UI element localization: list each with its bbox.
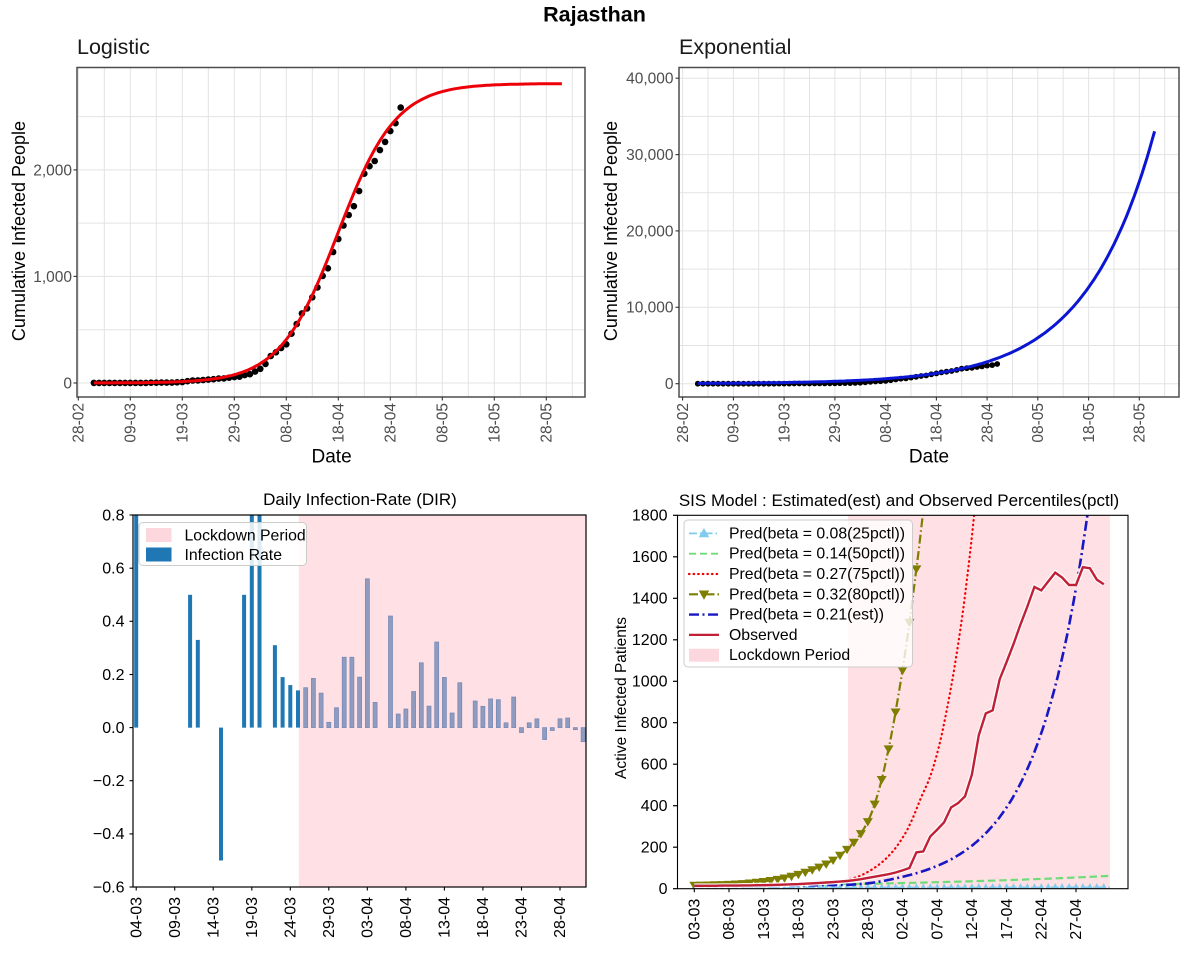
svg-text:−0.6: −0.6 (93, 879, 125, 896)
svg-text:19-03: 19-03 (776, 403, 793, 443)
svg-text:Pred(beta = 0.08(25pctl)): Pred(beta = 0.08(25pctl)) (729, 525, 905, 542)
svg-text:20,000: 20,000 (626, 223, 674, 240)
svg-text:09-03: 09-03 (123, 403, 140, 443)
svg-text:Date: Date (909, 447, 949, 468)
svg-text:07-04: 07-04 (929, 899, 946, 940)
svg-text:13-03: 13-03 (756, 899, 773, 940)
svg-text:23-03: 23-03 (825, 899, 842, 940)
svg-text:0: 0 (659, 881, 668, 898)
svg-text:18-04: 18-04 (475, 897, 492, 938)
svg-text:03-03: 03-03 (687, 899, 704, 940)
svg-text:40,000: 40,000 (626, 71, 674, 88)
svg-text:29-03: 29-03 (321, 897, 338, 938)
svg-text:0.8: 0.8 (102, 507, 124, 524)
svg-text:08-03: 08-03 (721, 899, 738, 940)
svg-text:Daily Infection-Rate (DIR): Daily Infection-Rate (DIR) (263, 490, 457, 509)
svg-text:18-05: 18-05 (1081, 403, 1098, 443)
svg-text:Pred(beta = 0.21(est)): Pred(beta = 0.21(est)) (729, 607, 884, 624)
svg-text:1800: 1800 (632, 508, 668, 525)
svg-text:02-04: 02-04 (895, 899, 912, 940)
svg-text:17-04: 17-04 (999, 899, 1016, 940)
svg-text:Date: Date (312, 447, 352, 468)
svg-text:19-03: 19-03 (175, 403, 192, 443)
svg-text:18-03: 18-03 (791, 899, 808, 940)
svg-text:400: 400 (641, 798, 668, 815)
svg-text:09-03: 09-03 (167, 897, 184, 938)
svg-text:Active Infected Patients: Active Infected Patients (613, 617, 630, 779)
svg-text:Pred(beta = 0.27(75pctl)): Pred(beta = 0.27(75pctl)) (729, 566, 905, 583)
svg-text:Lockdown Period: Lockdown Period (729, 647, 850, 664)
svg-text:08-05: 08-05 (435, 403, 452, 443)
svg-text:22-04: 22-04 (1034, 899, 1051, 940)
svg-text:1600: 1600 (632, 549, 668, 566)
svg-text:Infection Rate: Infection Rate (185, 547, 283, 564)
svg-text:600: 600 (641, 757, 668, 774)
svg-text:19-03: 19-03 (244, 897, 261, 938)
svg-text:−0.2: −0.2 (93, 773, 125, 790)
svg-text:Exponential: Exponential (679, 35, 791, 59)
svg-text:0.4: 0.4 (102, 614, 124, 631)
svg-text:18-04: 18-04 (331, 403, 348, 443)
svg-text:08-04: 08-04 (398, 897, 415, 938)
svg-text:28-02: 28-02 (71, 403, 88, 443)
svg-text:08-04: 08-04 (279, 403, 296, 443)
svg-text:200: 200 (641, 840, 668, 857)
svg-text:SIS Model : Estimated(est) and: SIS Model : Estimated(est) and Observed … (679, 491, 1119, 510)
svg-text:10,000: 10,000 (626, 300, 674, 317)
svg-text:Cumulative Infected People: Cumulative Infected People (601, 121, 621, 341)
svg-text:29-03: 29-03 (827, 403, 844, 443)
svg-text:Rajasthan: Rajasthan (543, 3, 646, 27)
svg-text:12-04: 12-04 (964, 899, 981, 940)
svg-text:08-04: 08-04 (878, 403, 895, 443)
svg-text:−0.4: −0.4 (93, 826, 125, 843)
svg-text:Pred(beta = 0.32(80pctl)): Pred(beta = 0.32(80pctl)) (729, 586, 905, 603)
svg-text:Observed: Observed (729, 627, 798, 644)
svg-text:03-04: 03-04 (360, 897, 377, 938)
svg-text:1400: 1400 (632, 591, 668, 608)
svg-text:27-04: 27-04 (1068, 899, 1085, 940)
svg-text:14-03: 14-03 (205, 897, 222, 938)
svg-text:0.0: 0.0 (102, 720, 124, 737)
svg-text:Pred(beta = 0.14(50pctl)): Pred(beta = 0.14(50pctl)) (729, 546, 905, 563)
svg-text:0.2: 0.2 (102, 667, 124, 684)
svg-text:28-05: 28-05 (539, 403, 556, 443)
svg-text:28-03: 28-03 (860, 899, 877, 940)
svg-text:0.6: 0.6 (102, 561, 124, 578)
svg-text:0: 0 (63, 375, 72, 392)
svg-text:Logistic: Logistic (77, 35, 150, 59)
svg-text:08-05: 08-05 (1030, 403, 1047, 443)
svg-text:28-04: 28-04 (383, 403, 400, 443)
svg-text:13-04: 13-04 (437, 897, 454, 938)
svg-text:28-04: 28-04 (979, 403, 996, 443)
svg-text:30,000: 30,000 (626, 147, 674, 164)
svg-text:24-03: 24-03 (283, 897, 300, 938)
svg-text:1000: 1000 (632, 674, 668, 691)
svg-text:1,000: 1,000 (33, 269, 72, 286)
svg-text:28-05: 28-05 (1132, 403, 1149, 443)
svg-text:Cumulative Infected People: Cumulative Infected People (9, 121, 29, 341)
svg-text:800: 800 (641, 715, 668, 732)
svg-text:29-03: 29-03 (227, 403, 244, 443)
svg-text:1200: 1200 (632, 632, 668, 649)
svg-text:09-03: 09-03 (726, 403, 743, 443)
svg-text:28-02: 28-02 (675, 403, 692, 443)
svg-text:04-03: 04-03 (128, 897, 145, 938)
svg-text:2,000: 2,000 (33, 162, 72, 179)
svg-text:18-04: 18-04 (929, 403, 946, 443)
svg-text:23-04: 23-04 (514, 897, 531, 938)
svg-text:28-04: 28-04 (552, 897, 569, 938)
svg-text:0: 0 (665, 376, 674, 393)
svg-text:Lockdown Period: Lockdown Period (185, 528, 306, 545)
svg-text:18-05: 18-05 (487, 403, 504, 443)
